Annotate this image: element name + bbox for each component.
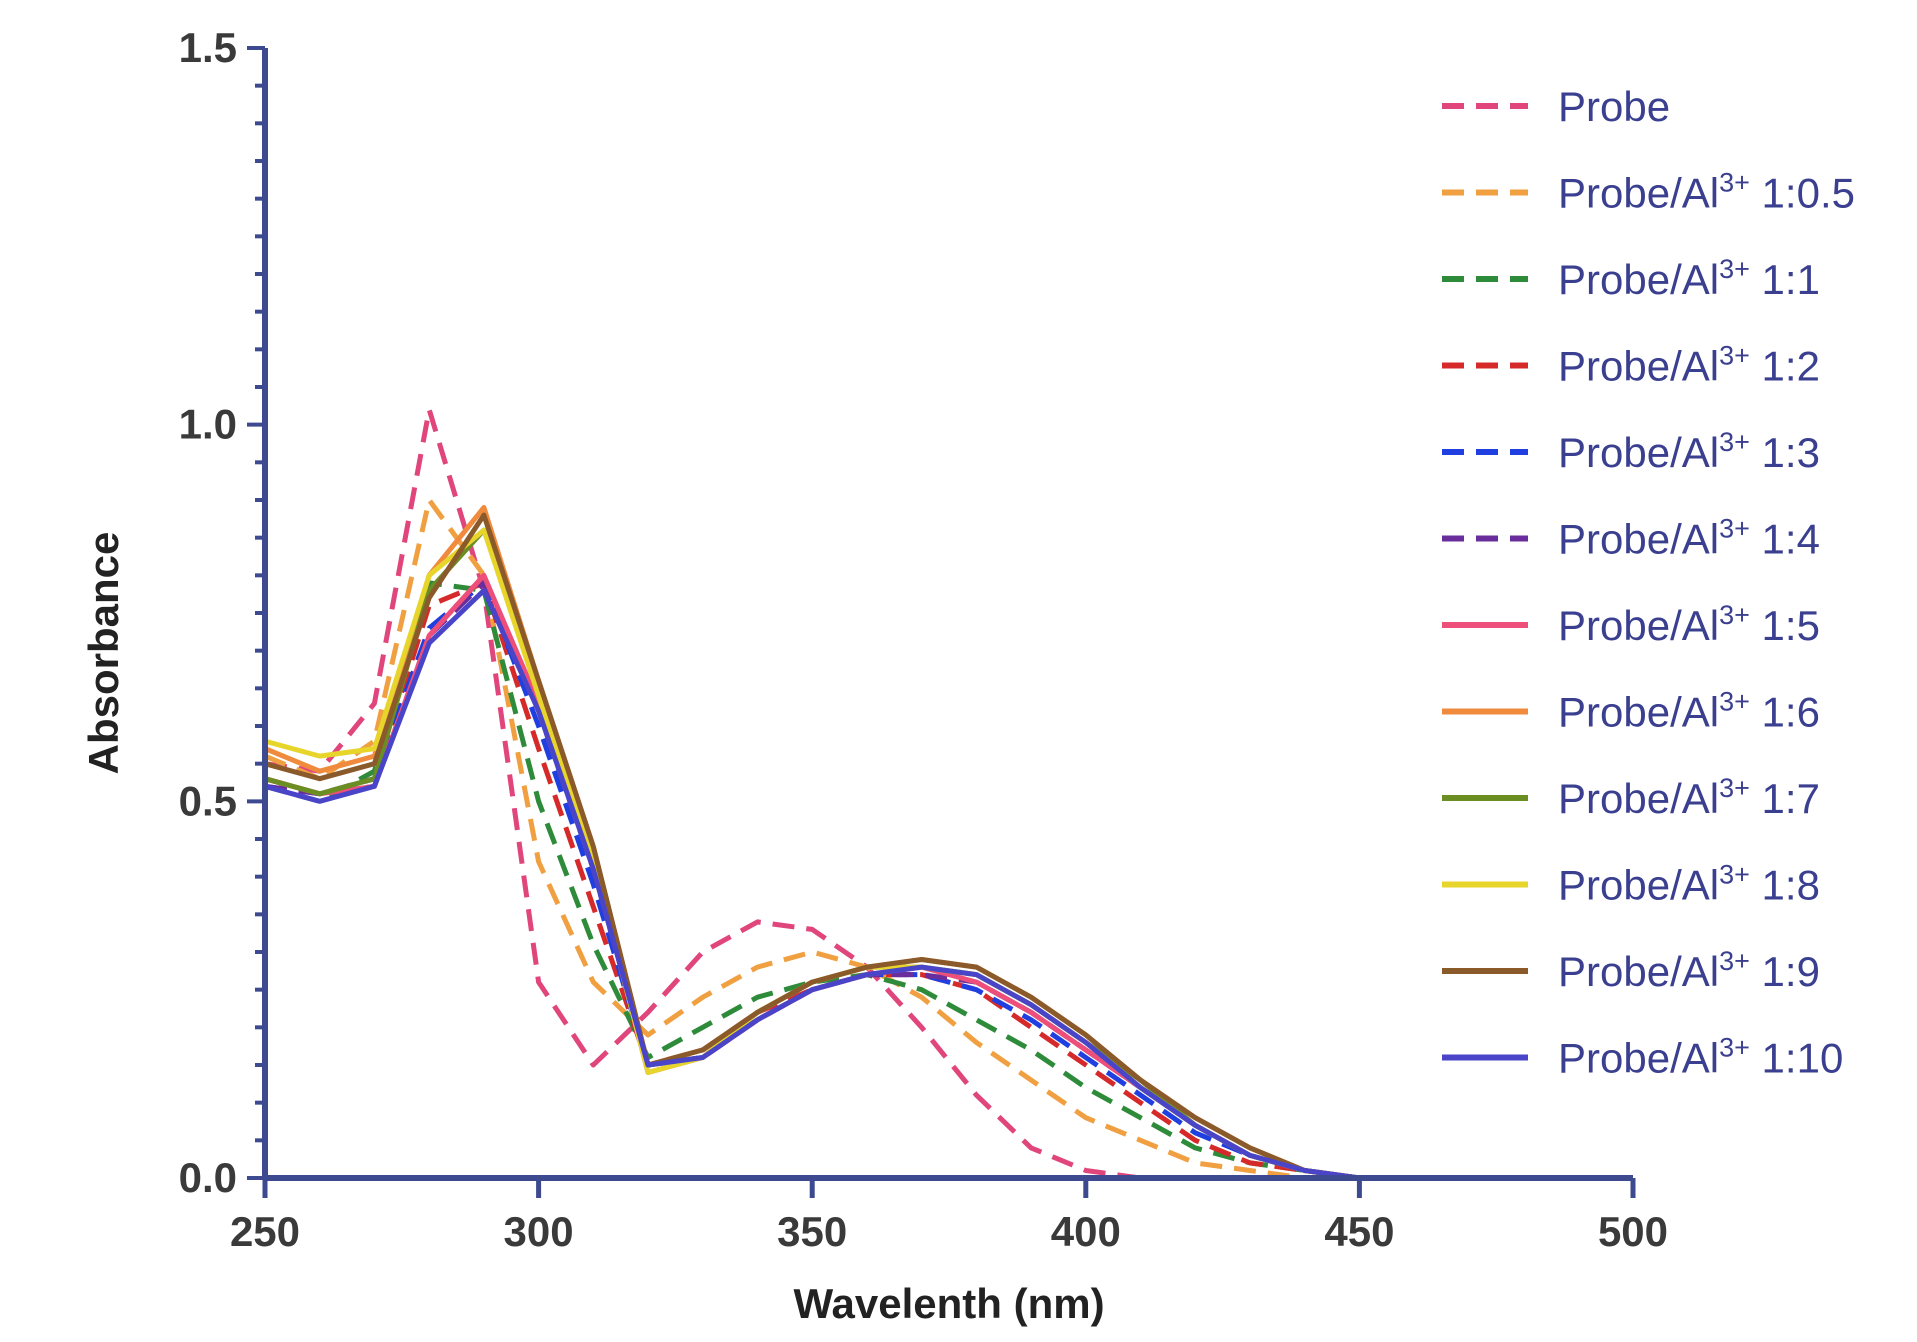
series-line-4 [264,580,1633,1181]
tick-labels: 0.0 0.5 1.0 1.5 250 300 350 400 450 500 [179,24,1668,1255]
legend-label-ratio: 1:5 [1750,602,1820,649]
legend-label-main: Probe/Al [1558,1035,1719,1082]
legend-label-main: Probe/Al [1558,862,1719,909]
y-tick-label: 0.5 [179,777,237,824]
legend-label-ratio: 1:1 [1750,256,1820,303]
legend-label: Probe/Al3+ 1:7 [1558,773,1820,822]
series-line-9 [264,527,1633,1181]
legend-label-ratio: 1:3 [1750,429,1820,476]
legend-label-main: Probe/Al [1558,170,1719,217]
legend-label-ratio: 1:9 [1750,948,1820,995]
legend-label-ratio: 1:2 [1750,343,1820,390]
series-lines [264,407,1633,1181]
legend-label: Probe/Al3+ 1:3 [1558,427,1820,476]
y-tick-label: 1.5 [179,24,237,71]
legend-label-main: Probe/Al [1558,602,1719,649]
legend-label-main: Probe/Al [1558,948,1719,995]
legend-label-superscript: 3+ [1719,946,1750,976]
y-tick-label: 0.0 [179,1154,237,1201]
series-line-7 [264,572,1633,1181]
x-tick-label: 500 [1598,1208,1668,1255]
series-line-12 [264,587,1633,1181]
legend-label-main: Probe/Al [1558,775,1719,822]
x-tick-label: 450 [1324,1208,1394,1255]
series-line-5 [264,580,1633,1181]
legend-label-superscript: 3+ [1719,1033,1750,1063]
x-tick-label: 400 [1051,1208,1121,1255]
legend-label-main: Probe/Al [1558,516,1719,563]
legend-label: Probe/Al3+ 1:10 [1558,1033,1843,1082]
legend-label-superscript: 3+ [1719,860,1750,890]
series-line-10 [264,527,1633,1181]
legend-label-ratio: 1:4 [1750,516,1820,563]
x-axis-title: Wavelenth (nm) [793,1280,1104,1327]
series-line-8 [264,505,1633,1181]
legend-label: Probe/Al3+ 1:1 [1558,254,1820,303]
legend-label-ratio: 1:7 [1750,775,1820,822]
legend-label: Probe/Al3+ 1:2 [1558,341,1820,390]
legend-label-ratio: 1:6 [1750,689,1820,736]
legend-label-ratio: 1:8 [1750,862,1820,909]
legend-label: Probe/Al3+ 1:0.5 [1558,168,1855,217]
legend-label-superscript: 3+ [1719,168,1750,198]
x-tick-label: 250 [230,1208,300,1255]
legend-label-superscript: 3+ [1719,427,1750,457]
ticks [247,46,1636,1198]
legend-label-superscript: 3+ [1719,514,1750,544]
series-line-3 [264,580,1633,1181]
series-line-6 [264,580,1633,1181]
legend-label: Probe/Al3+ 1:8 [1558,860,1820,909]
legend-label-superscript: 3+ [1719,687,1750,717]
x-tick-label: 300 [504,1208,574,1255]
y-axis-title: Absorbance [80,532,127,775]
y-tick-label: 1.0 [179,401,237,448]
series-line-11 [264,512,1633,1181]
legend-label-superscript: 3+ [1719,341,1750,371]
legend-label-main: Probe/Al [1558,429,1719,476]
legend-label-main: Probe [1558,83,1670,130]
legend-label-main: Probe/Al [1558,343,1719,390]
legend-label-ratio: 1:0.5 [1750,170,1855,217]
legend-label-superscript: 3+ [1719,600,1750,630]
legend-label: Probe/Al3+ 1:6 [1558,687,1820,736]
legend-label: Probe/Al3+ 1:9 [1558,946,1820,995]
x-tick-label: 350 [777,1208,847,1255]
legend-label: Probe/Al3+ 1:4 [1558,514,1820,563]
legend-label-ratio: 1:10 [1750,1035,1843,1082]
legend-label-superscript: 3+ [1719,254,1750,284]
legend-label-superscript: 3+ [1719,773,1750,803]
legend-label-main: Probe/Al [1558,256,1719,303]
axes [262,48,1633,1181]
legend-label: Probe/Al3+ 1:5 [1558,600,1820,649]
legend-label: Probe [1558,83,1670,130]
legend-label-main: Probe/Al [1558,689,1719,736]
